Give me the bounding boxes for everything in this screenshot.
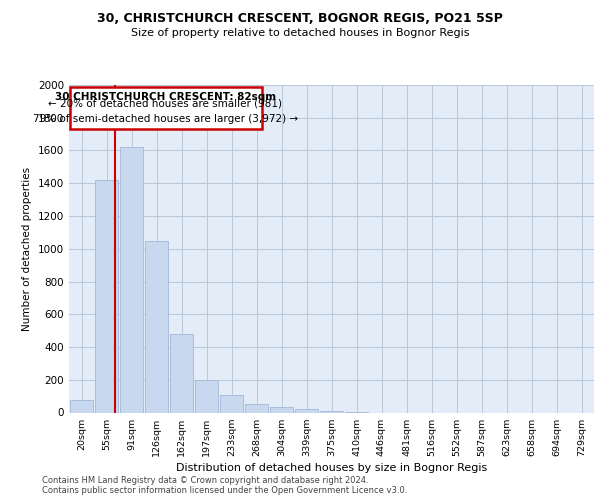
Text: 79% of semi-detached houses are larger (3,972) →: 79% of semi-detached houses are larger (… [33, 114, 298, 124]
Bar [70, 400, 94, 412]
Text: Size of property relative to detached houses in Bognor Regis: Size of property relative to detached ho… [131, 28, 469, 38]
X-axis label: Distribution of detached houses by size in Bognor Regis: Distribution of detached houses by size … [176, 463, 487, 473]
Bar [119, 147, 143, 412]
Bar [194, 380, 218, 412]
Bar [320, 411, 343, 412]
Bar [220, 396, 244, 412]
Y-axis label: Number of detached properties: Number of detached properties [22, 166, 32, 331]
Bar [170, 334, 193, 412]
Bar [145, 240, 169, 412]
Text: Contains HM Land Registry data © Crown copyright and database right 2024.: Contains HM Land Registry data © Crown c… [42, 476, 368, 485]
Text: 30, CHRISTCHURCH CRESCENT, BOGNOR REGIS, PO21 5SP: 30, CHRISTCHURCH CRESCENT, BOGNOR REGIS,… [97, 12, 503, 26]
Bar [245, 404, 268, 412]
Bar [295, 409, 319, 412]
Bar [269, 407, 293, 412]
Text: ← 20% of detached houses are smaller (981): ← 20% of detached houses are smaller (98… [49, 99, 283, 109]
Text: 30 CHRISTCHURCH CRESCENT: 82sqm: 30 CHRISTCHURCH CRESCENT: 82sqm [55, 92, 276, 102]
FancyBboxPatch shape [70, 86, 262, 129]
Bar [95, 180, 118, 412]
Text: Contains public sector information licensed under the Open Government Licence v3: Contains public sector information licen… [42, 486, 407, 495]
